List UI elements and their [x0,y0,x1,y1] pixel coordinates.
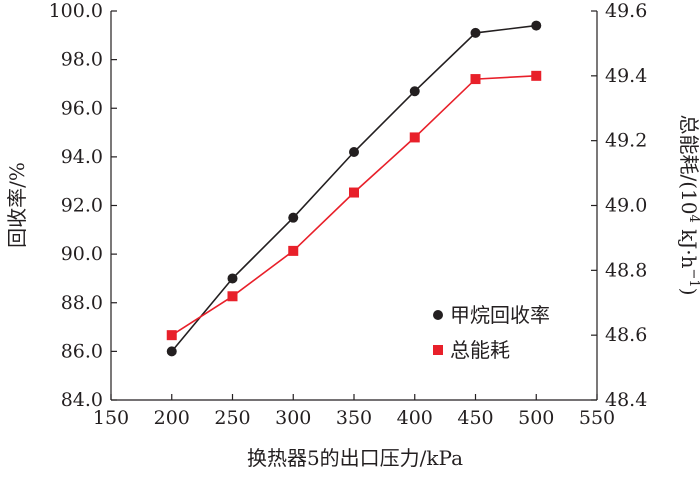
x-tick-label: 450 [457,407,493,429]
y-left-tick-label: 88.0 [61,292,103,314]
series-layer [166,20,542,357]
x-tick-label: 300 [275,407,311,429]
y-left-tick-label: 94.0 [61,146,103,168]
y-right-tick-label: 49.0 [605,195,647,217]
legend-marker-square [433,345,443,355]
y-right-title-suffix: ) [677,288,700,296]
y-right-tick-label: 49.2 [605,130,647,152]
x-tick-label: 150 [93,407,129,429]
x-tick-label: 250 [214,407,250,429]
x-tick-label: 350 [336,407,372,429]
y-axis-title-right: 总能耗/(104 kJ·h−1) [677,115,700,296]
y-right-tick-label: 49.6 [605,0,647,22]
y-left-tick-label: 92.0 [61,195,103,217]
x-axis-title: 换热器5的出口压力/kPa [247,446,463,470]
data-point-square [227,291,238,302]
x-tick-label: 400 [397,407,433,429]
y-right-title-sup1: 4 [686,215,700,223]
data-point-circle [227,273,238,284]
y-right-tick-label: 48.8 [605,259,647,281]
y-left-tick-label: 98.0 [61,49,103,71]
data-point-circle [409,86,420,97]
y-right-tick-label: 48.6 [605,324,647,346]
y-left-tick-label: 84.0 [61,389,103,411]
y-right-title-sup2: −1 [686,269,700,288]
y-right-title-middle: kJ·h [677,223,700,269]
data-point-square [531,70,542,81]
x-tick-label: 550 [579,407,615,429]
y-left-tick-label: 90.0 [61,243,103,265]
data-point-circle [531,20,542,31]
x-tick-label: 500 [518,407,554,429]
y-right-tick-label: 49.4 [605,65,647,87]
y-left-tick-label: 100.0 [49,0,103,22]
data-point-square [349,187,359,198]
x-tick-label: 200 [154,407,190,429]
y-left-tick-label: 86.0 [61,340,103,362]
data-point-circle [349,147,359,158]
data-point-square [288,245,299,256]
y-left-tick-label: 96.0 [61,97,103,119]
legend-marker-circle [433,310,443,320]
series-line-2 [171,75,537,336]
data-point-square [470,74,481,85]
data-point-square [409,132,420,143]
data-point-square [166,330,177,341]
data-point-circle [166,346,177,357]
y-axis-title-left: 回收率/% [5,162,29,248]
legend-label: 甲烷回收率 [450,303,550,327]
y-right-tick-label: 48.4 [605,389,647,411]
y-right-title-prefix: 总能耗/(10 [677,115,700,215]
axes-layer: 150 200 250 300 350 400 450 500 550 84.0 86.0 88.0 9… [49,0,648,429]
data-point-circle [288,212,299,223]
data-point-circle [470,27,481,38]
legend-label: 总能耗 [450,338,510,362]
